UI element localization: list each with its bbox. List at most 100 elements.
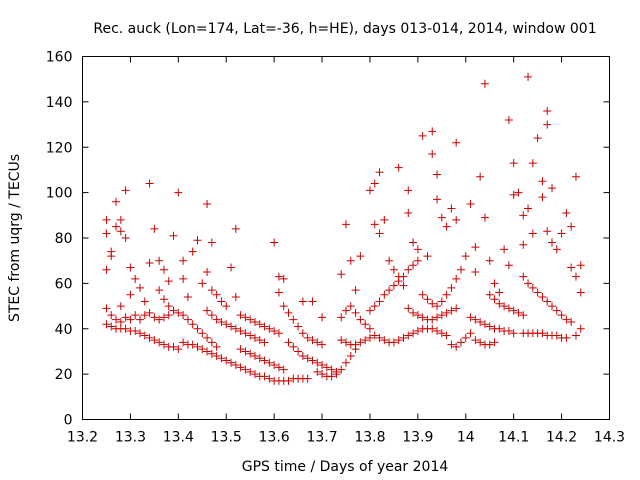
data-point — [509, 159, 518, 168]
data-point — [524, 72, 533, 81]
data-point — [260, 356, 269, 365]
data-point — [174, 308, 183, 317]
data-point — [159, 295, 168, 304]
x-tick-label: 13.8 — [354, 430, 385, 446]
data-point — [169, 306, 178, 315]
data-point — [255, 320, 264, 329]
data-point — [504, 304, 513, 313]
data-point — [504, 261, 513, 270]
data-point — [456, 265, 465, 274]
data-point — [447, 340, 456, 349]
data-point — [466, 329, 475, 338]
data-point — [126, 290, 135, 299]
data-point — [145, 258, 154, 267]
data-point — [250, 317, 259, 326]
y-tick-label: 160 — [46, 50, 73, 66]
data-point — [433, 195, 442, 204]
data-point — [203, 306, 212, 315]
data-point — [126, 315, 135, 324]
data-point — [260, 372, 269, 381]
data-point — [102, 265, 111, 274]
data-point — [394, 277, 403, 286]
data-point — [519, 240, 528, 249]
data-point — [533, 288, 542, 297]
data-point — [490, 338, 499, 347]
data-point — [399, 281, 408, 290]
data-point — [112, 315, 121, 324]
data-point — [188, 320, 197, 329]
data-point — [557, 229, 566, 238]
data-point — [399, 272, 408, 281]
data-point — [571, 331, 580, 340]
data-point — [423, 252, 432, 261]
data-point — [150, 336, 159, 345]
data-point — [413, 256, 422, 265]
data-point — [442, 331, 451, 340]
data-point — [370, 331, 379, 340]
data-point — [375, 168, 384, 177]
data-point — [380, 290, 389, 299]
x-axis-label: GPS time / Days of year 2014 — [242, 459, 449, 475]
data-point — [246, 315, 255, 324]
data-point — [327, 365, 336, 374]
data-point — [126, 263, 135, 272]
data-point — [509, 306, 518, 315]
data-point — [303, 354, 312, 363]
x-tick-label: 14.1 — [498, 430, 529, 446]
data-point — [538, 292, 547, 301]
data-point — [404, 265, 413, 274]
data-point — [413, 311, 422, 320]
data-point — [380, 215, 389, 224]
data-point — [442, 222, 451, 231]
data-point — [212, 290, 221, 299]
data-point — [227, 322, 236, 331]
data-point — [433, 302, 442, 311]
data-point — [370, 302, 379, 311]
data-point — [342, 338, 350, 347]
data-point — [260, 322, 269, 331]
data-point — [294, 322, 303, 331]
y-tick-label: 0 — [64, 413, 73, 429]
data-point — [159, 313, 168, 322]
data-point — [538, 193, 547, 202]
data-point — [548, 302, 557, 311]
data-point — [284, 338, 293, 347]
data-point — [500, 302, 509, 311]
data-point — [308, 356, 317, 365]
data-point — [437, 311, 446, 320]
x-tick-label: 13.3 — [115, 430, 146, 446]
data-point — [116, 227, 125, 236]
data-point — [107, 322, 116, 331]
axis-ticks: 13.2 13.3 13.4 13.5 13.6 13.7 13.8 13.9 14 14.1 14… — [46, 50, 625, 446]
data-point — [102, 215, 111, 224]
data-point — [495, 299, 504, 308]
data-point — [485, 256, 494, 265]
data-point — [509, 190, 518, 199]
data-point — [346, 351, 355, 360]
data-point — [121, 186, 130, 195]
data-point — [155, 338, 164, 347]
data-point — [212, 351, 221, 360]
data-point — [327, 372, 336, 381]
y-axis-label: STEC from uqrg / TECUs — [7, 154, 23, 322]
data-point — [404, 304, 413, 313]
data-point — [308, 297, 317, 306]
data-point — [562, 315, 571, 324]
data-point — [179, 256, 188, 265]
data-point — [480, 79, 489, 88]
data-point — [145, 333, 154, 342]
data-point — [322, 363, 331, 372]
data-point — [236, 345, 245, 354]
data-point — [519, 272, 528, 281]
data-point — [571, 172, 580, 181]
data-point — [193, 342, 202, 351]
data-point — [389, 281, 398, 290]
data-point — [255, 336, 264, 345]
data-point — [447, 283, 456, 292]
data-point — [375, 229, 384, 238]
data-point — [241, 347, 250, 356]
x-tick-label: 13.4 — [163, 430, 194, 446]
data-point — [413, 245, 422, 254]
data-point — [548, 238, 557, 247]
data-point — [222, 302, 231, 311]
